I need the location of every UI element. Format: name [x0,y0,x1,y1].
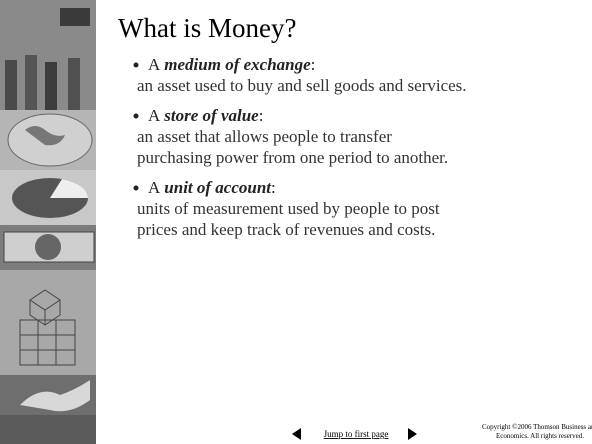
next-arrow[interactable] [408,428,417,440]
bullet-dot [133,62,139,68]
copyright-line: Economics. All rights reserved. [496,432,584,440]
jump-link[interactable]: Jump to first page [324,429,389,439]
bullet-dot [133,113,139,119]
bullet-description: an asset that allows people to transfer [137,127,392,146]
portrait [35,234,61,260]
bull-silhouette [60,8,90,26]
prev-arrow[interactable] [292,428,301,440]
bullet-term: unit of account [164,178,272,197]
pie-slice [50,179,89,198]
bullet-description: purchasing power from one period to anot… [137,148,448,167]
figure [25,55,37,110]
sidebar-collage [0,0,100,444]
footer: Jump to first page Copyright ©2006 Thoms… [292,423,592,440]
continent [25,126,65,146]
bullet-lead: A [148,55,161,74]
building-grid [19,289,76,366]
bullet-punct: : [311,55,316,74]
bullet-lead: A [148,178,161,197]
bullet-dot [133,185,139,191]
bullet-lead: A [148,106,161,125]
panel-people [0,415,98,444]
sidebar-divider [96,0,100,444]
bullet-description: an asset used to buy and sell goods and … [137,76,467,95]
copyright-line: Copyright ©2006 Thomson Business and [482,423,592,431]
figure [5,60,17,110]
copyright: Copyright ©2006 Thomson Business andEcon… [482,423,592,440]
bullet-description: prices and keep track of revenues and co… [137,220,435,239]
bullet-term: store of value [163,106,259,125]
bullet-punct: : [259,106,264,125]
slide-title: What is Money? [118,13,296,43]
bullet-term: medium of exchange [164,55,311,74]
figure [68,58,80,110]
hands [20,380,90,412]
figure [45,62,57,110]
bullet-punct: : [271,178,276,197]
bullet-description: units of measurement used by people to p… [137,199,440,218]
